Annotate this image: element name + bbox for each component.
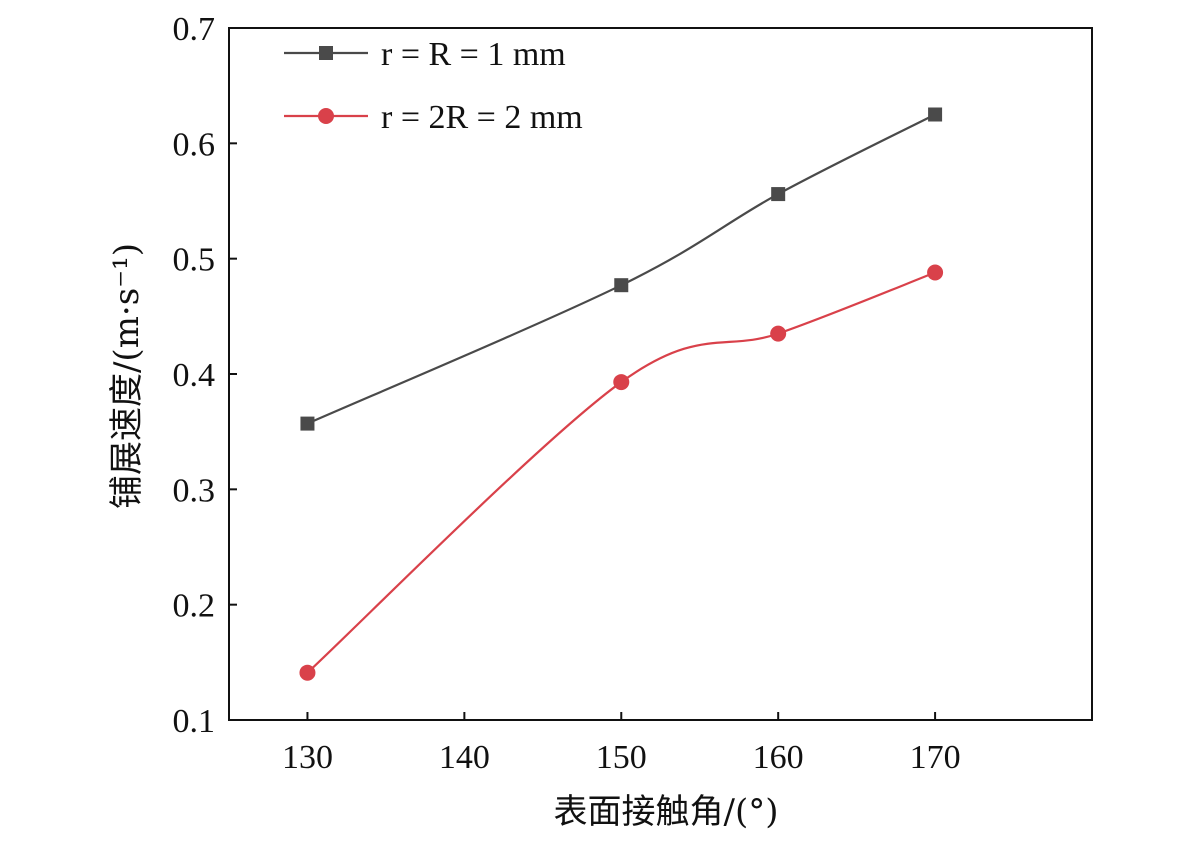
- series-line-2: [306, 271, 936, 674]
- data-point-square: [928, 107, 943, 122]
- y-axis-ticks: 0.1 0.2 0.3 0.4 0.5 0.6 0.7: [173, 11, 237, 740]
- data-point-circle: [770, 325, 787, 342]
- x-tick-label: 130: [282, 739, 333, 776]
- legend-marker-square: [319, 46, 333, 60]
- y-tick-label: 0.4: [173, 357, 216, 394]
- data-point-square: [771, 187, 786, 202]
- legend-label: r = 2R = 2 mm: [381, 99, 583, 136]
- y-axis-title: 铺展速度/(m·s⁻¹): [107, 243, 147, 509]
- data-point-circle: [613, 374, 630, 391]
- y-tick-label: 0.5: [173, 242, 216, 279]
- x-tick-label: 170: [910, 739, 961, 776]
- data-point-square: [300, 416, 315, 431]
- y-tick-label: 0.1: [173, 703, 216, 740]
- y-tick-label: 0.3: [173, 472, 216, 509]
- series-layer: [299, 107, 944, 681]
- legend-marker-circle: [318, 108, 334, 124]
- y-tick-label: 0.7: [173, 11, 216, 48]
- x-axis-title: 表面接触角/(°): [554, 792, 779, 832]
- data-point-square: [614, 278, 629, 293]
- y-tick-label: 0.6: [173, 126, 216, 163]
- y-tick-label: 0.2: [173, 588, 216, 625]
- legend: r = R = 1 mm r = 2R = 2 mm: [284, 36, 583, 136]
- x-tick-label: 150: [596, 739, 647, 776]
- x-axis-ticks: 130 140 150 160 170: [282, 712, 961, 776]
- legend-label: r = R = 1 mm: [381, 36, 566, 73]
- series-line-1: [307, 113, 936, 425]
- x-tick-label: 160: [753, 739, 804, 776]
- plot-area-frame: [228, 27, 1093, 721]
- data-point-circle: [299, 664, 316, 681]
- data-point-circle: [927, 264, 944, 281]
- x-tick-label: 140: [439, 739, 490, 776]
